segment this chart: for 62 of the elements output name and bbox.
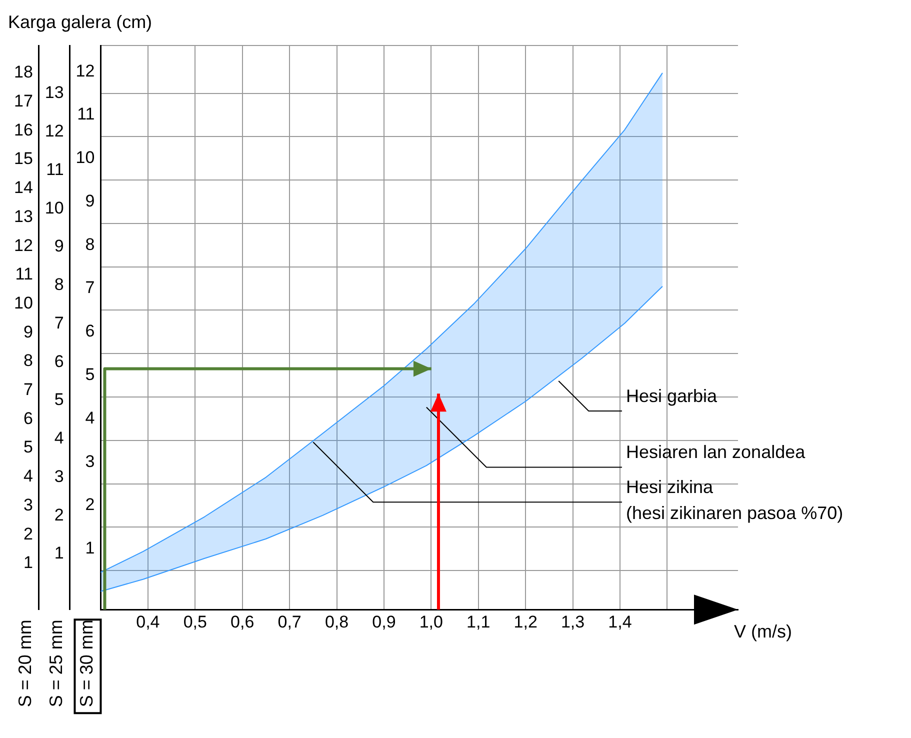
y3-tick-label: 8 xyxy=(23,351,33,370)
y3-tick-label: 13 xyxy=(14,206,33,226)
annotation: Hesi zikina (hesi zikinaren pasoa %70) xyxy=(626,477,844,524)
y3-tick-label: 6 xyxy=(23,408,33,428)
y2-tick-label: 13 xyxy=(44,83,64,102)
chart-title: Karga galera (cm) xyxy=(8,12,152,32)
x-tick-label: 0,7 xyxy=(278,612,302,632)
y2-tick-label: 3 xyxy=(54,466,64,486)
y-tick-label: 2 xyxy=(85,495,95,514)
y3-tick-label: 11 xyxy=(15,264,33,284)
y-tick-label: 1 xyxy=(85,538,95,558)
x-tick-label: 0,8 xyxy=(324,612,349,632)
y2-tick-label: 10 xyxy=(44,198,64,218)
y-tick-label: 4 xyxy=(85,408,95,428)
y3-tick-label: 5 xyxy=(23,438,33,457)
x-tick-label: 1,2 xyxy=(514,612,538,632)
y3-tick-label: 7 xyxy=(23,380,33,400)
x-tick-label: 0,5 xyxy=(183,612,207,632)
y3-tick-label: 3 xyxy=(23,495,33,514)
y-tick-label: 8 xyxy=(85,234,95,254)
x-tick-label: 1,1 xyxy=(466,612,490,632)
x-tick-label: 1,0 xyxy=(419,612,443,632)
x-tick-label: 0,4 xyxy=(136,612,160,632)
y3-axis-title: S = 20 mm xyxy=(14,620,35,708)
y2-tick-label: 6 xyxy=(54,352,64,371)
y3-tick-label: 14 xyxy=(14,178,33,198)
y2-tick-label: 2 xyxy=(54,505,64,524)
y3-tick-label: 18 xyxy=(14,62,33,82)
y2-axis-title: S = 25 mm xyxy=(46,620,66,708)
y2-tick-label: 12 xyxy=(44,122,64,141)
x-tick-label: 0,6 xyxy=(230,612,254,632)
y3-tick-label: 17 xyxy=(14,92,33,111)
y3-tick-label: 2 xyxy=(23,524,33,544)
y3-tick-label: 4 xyxy=(23,466,33,486)
y-axis-title: S = 30 mm xyxy=(76,620,97,708)
y2-tick-label: 9 xyxy=(54,236,64,256)
annotation: Hesiaren lan zonaldea xyxy=(626,442,806,462)
y-tick-label: 6 xyxy=(85,322,95,341)
y3-tick-label: 12 xyxy=(14,236,33,255)
y2-tick-label: 8 xyxy=(54,275,64,294)
y2-tick-label: 11 xyxy=(46,160,64,179)
y3-tick-label: 9 xyxy=(23,322,33,342)
y-tick-label: 3 xyxy=(85,452,95,471)
x-tick-label: 0,9 xyxy=(372,612,396,632)
y3-tick-label: 10 xyxy=(14,293,33,312)
y-tick-label: 7 xyxy=(85,278,95,298)
y2-tick-label: 5 xyxy=(54,390,64,410)
y2-tick-label: 1 xyxy=(54,544,64,563)
x-tick-label: 1,4 xyxy=(608,612,632,632)
y2-tick-label: 4 xyxy=(54,428,64,448)
y-tick-label: 9 xyxy=(85,191,95,210)
y2-tick-label: 7 xyxy=(54,313,64,332)
y3-tick-label: 1 xyxy=(23,553,33,572)
y-tick-label: 10 xyxy=(76,148,95,168)
annotation: Hesi garbia xyxy=(626,386,718,406)
y-tick-label: 12 xyxy=(76,61,95,80)
y-tick-label: 11 xyxy=(77,104,95,124)
y3-tick-label: 16 xyxy=(14,120,33,140)
y-tick-label: 5 xyxy=(85,365,95,384)
x-tick-label: 1,3 xyxy=(560,612,585,632)
y3-tick-label: 15 xyxy=(14,149,33,168)
x-axis-title: V (m/s) xyxy=(734,622,792,642)
